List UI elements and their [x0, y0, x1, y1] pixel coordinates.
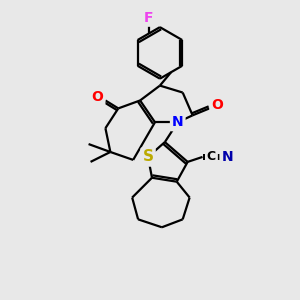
Text: O: O — [92, 89, 104, 103]
Text: F: F — [144, 11, 154, 25]
Text: S: S — [142, 149, 154, 164]
Text: N: N — [172, 115, 184, 129]
Text: N: N — [221, 150, 233, 164]
Text: O: O — [212, 98, 223, 112]
Text: C: C — [207, 150, 216, 164]
